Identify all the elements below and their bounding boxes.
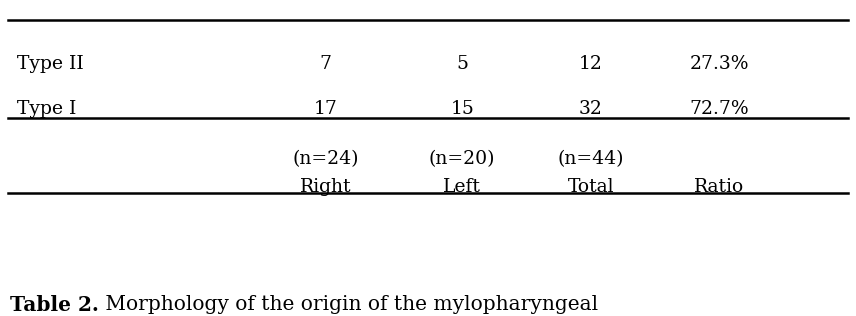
Text: Left: Left (443, 178, 481, 196)
Text: 15: 15 (450, 100, 474, 118)
Text: Type I: Type I (17, 100, 76, 118)
Text: 17: 17 (313, 100, 337, 118)
Text: (n=20): (n=20) (429, 150, 496, 168)
Text: (n=24): (n=24) (292, 150, 359, 168)
Text: Type II: Type II (17, 55, 84, 73)
Text: Right: Right (300, 178, 351, 196)
Text: 72.7%: 72.7% (689, 100, 749, 118)
Text: Ratio: Ratio (694, 178, 744, 196)
Text: 32: 32 (579, 100, 603, 118)
Text: 12: 12 (579, 55, 603, 73)
Text: Table 2.: Table 2. (10, 295, 99, 315)
Text: (n=44): (n=44) (557, 150, 624, 168)
Text: 27.3%: 27.3% (689, 55, 749, 73)
Text: 7: 7 (319, 55, 331, 73)
Text: Morphology of the origin of the mylopharyngeal
part of the superior pharyngeal c: Morphology of the origin of the mylophar… (99, 295, 619, 316)
Text: 5: 5 (456, 55, 468, 73)
Text: Total: Total (568, 178, 614, 196)
